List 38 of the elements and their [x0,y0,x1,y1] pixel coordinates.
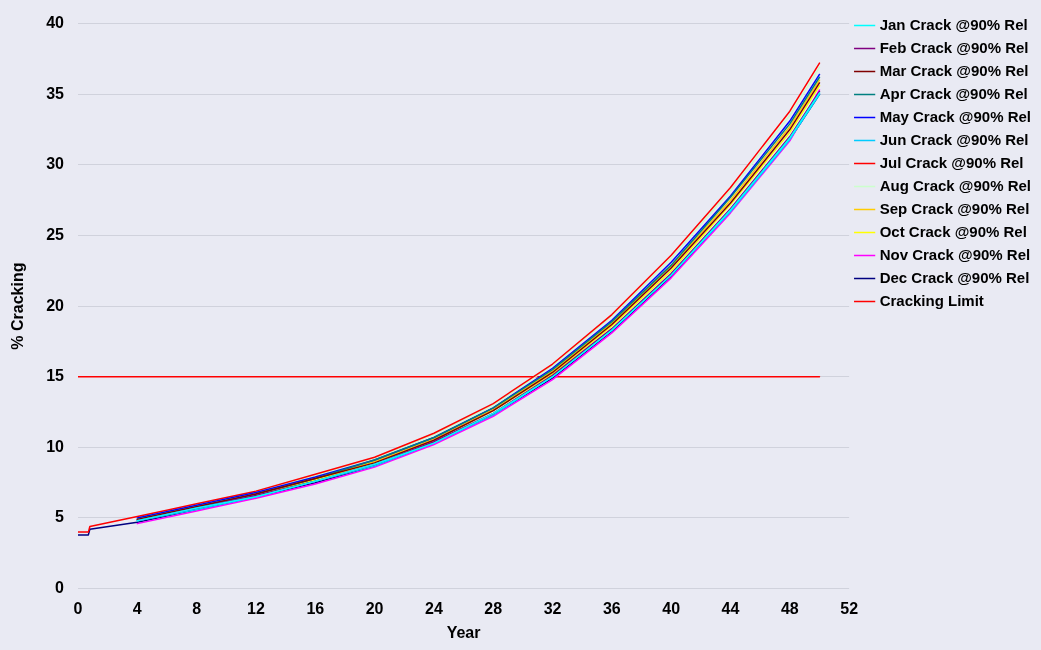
legend-label: Mar Crack @90% Rel [879,61,1029,79]
y-tick-label: 15 [46,367,65,385]
legend-label: Oct Crack @90% Rel [879,222,1027,240]
legend-label: Cracking Limit [879,291,984,309]
legend-label: May Crack @90% Rel [879,107,1032,125]
y-tick-label: 30 [46,155,65,173]
x-tick-label: 28 [484,599,503,617]
legend-label: Dec Crack @90% Rel [879,268,1030,286]
legend-label: Apr Crack @90% Rel [879,84,1028,102]
y-tick-label: 40 [46,14,65,32]
legend-label: Feb Crack @90% Rel [879,38,1029,56]
legend-label: Aug Crack @90% Rel [879,176,1031,194]
x-tick-label: 32 [543,599,562,617]
legend-label: Sep Crack @90% Rel [879,199,1030,217]
legend-label: Jun Crack @90% Rel [879,130,1029,148]
y-tick-label: 0 [55,579,65,597]
legend-label: Nov Crack @90% Rel [879,245,1031,263]
x-tick-label: 44 [721,599,740,617]
x-tick-label: 40 [662,599,681,617]
x-tick-label: 8 [192,599,202,617]
y-tick-label: 5 [55,508,65,526]
y-tick-label: 20 [46,296,65,314]
legend-label: Jan Crack @90% Rel [879,15,1028,33]
x-tick-label: 12 [247,599,265,617]
y-tick-label: 25 [46,225,65,243]
x-axis-title: Year [446,623,481,641]
x-tick-label: 16 [306,599,325,617]
x-tick-label: 20 [365,599,384,617]
x-tick-label: 52 [840,599,859,617]
x-tick-label: 36 [602,599,621,617]
legend-label: Jul Crack @90% Rel [879,153,1024,171]
y-axis-title: % Cracking [9,262,27,350]
x-tick-label: 0 [73,599,83,617]
x-tick-label: 4 [132,599,142,617]
y-tick-label: 10 [46,437,65,455]
x-tick-label: 24 [425,599,443,617]
x-tick-label: 48 [780,599,799,617]
y-tick-label: 35 [46,84,65,102]
